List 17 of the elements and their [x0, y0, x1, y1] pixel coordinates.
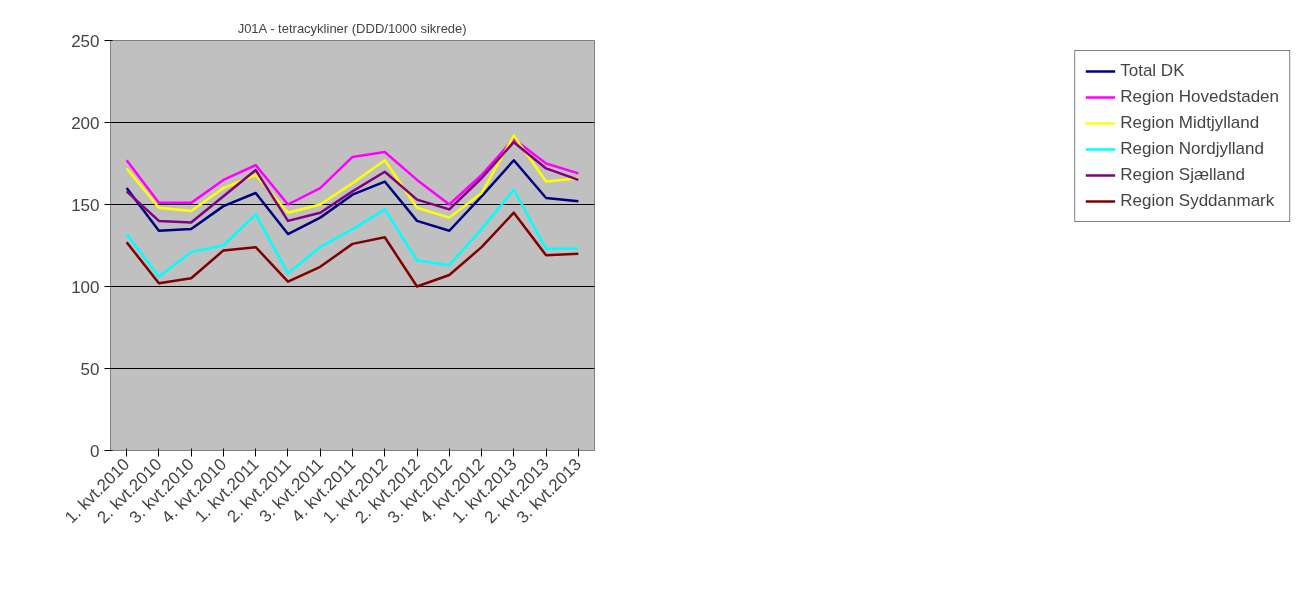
legend-label: Region Midtjylland	[1120, 113, 1260, 133]
line-series	[125, 211, 580, 288]
y-tick-label: 200	[71, 113, 100, 133]
legend-label: Region Nordjylland	[1120, 139, 1264, 159]
legend-label: Total DK	[1120, 61, 1185, 81]
line-series	[125, 158, 580, 236]
y-tick-label: 150	[71, 195, 100, 215]
y-tick-label: 0	[90, 441, 100, 461]
y-tick-label: 250	[71, 31, 100, 51]
legend-label: Region Sjælland	[1120, 165, 1245, 185]
legend-label: Region Hovedstaden	[1120, 87, 1279, 107]
line-series	[125, 188, 580, 278]
y-tick-label: 50	[80, 359, 100, 379]
y-tick-label: 100	[71, 277, 100, 297]
line-series	[125, 137, 580, 206]
legend-label: Region Syddanmark	[1120, 191, 1275, 211]
chart-title: J01A - tetracykliner (DDD/1000 sikrede)	[237, 20, 467, 36]
